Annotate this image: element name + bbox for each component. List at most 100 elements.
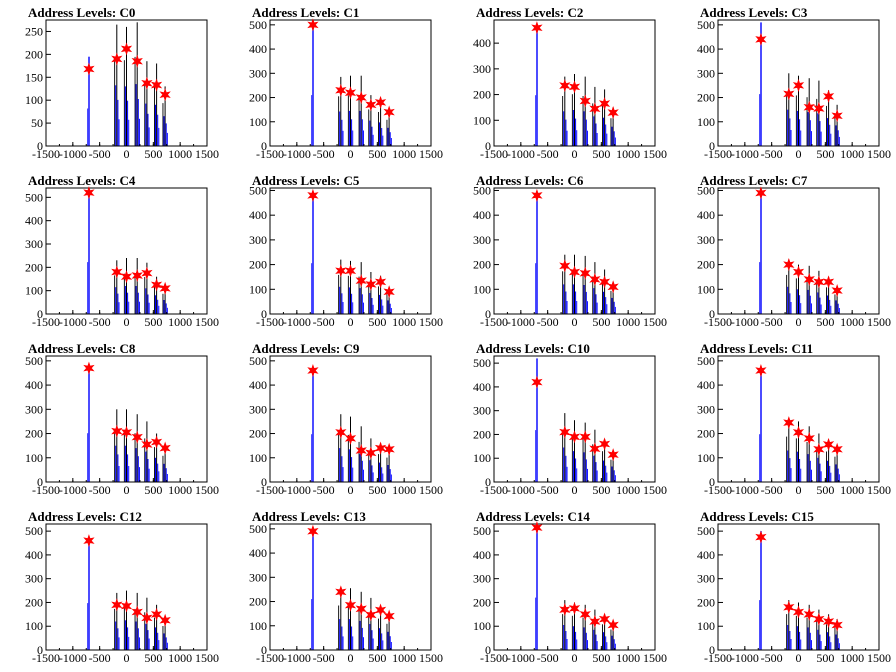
- x-tick-label: 1000: [840, 651, 864, 665]
- y-tick-label: 200: [473, 427, 491, 441]
- histogram-bar: [611, 466, 613, 482]
- x-tick-label: -1000: [731, 147, 759, 161]
- histogram-bar: [134, 608, 136, 650]
- histogram-bar: [602, 451, 603, 482]
- x-tick-label: 1500: [419, 651, 443, 665]
- histogram-bar: [592, 620, 594, 650]
- x-tick-label: -1500: [32, 147, 60, 161]
- histogram-bar: [370, 438, 372, 482]
- peak-marker: [120, 42, 133, 56]
- peak-marker: [120, 599, 133, 613]
- histogram-bar: [788, 73, 790, 146]
- x-tick-label: 1000: [840, 147, 864, 161]
- histogram-bar: [338, 605, 340, 650]
- histogram-bar: [799, 295, 801, 314]
- histogram-spike: [123, 409, 130, 482]
- x-tick-label: -1000: [731, 483, 759, 497]
- histogram-bar: [144, 277, 146, 314]
- histogram-bar: [135, 84, 137, 146]
- peak-marker: [568, 80, 581, 94]
- histogram-bar: [817, 457, 819, 482]
- histogram-bar: [139, 301, 140, 314]
- histogram-spike: [535, 525, 538, 650]
- peak-marker: [355, 443, 367, 458]
- x-tick-label: 1500: [195, 315, 219, 329]
- histogram-bar: [134, 273, 136, 314]
- histogram-bar: [816, 620, 818, 650]
- histogram-bar: [583, 111, 585, 146]
- histogram-bar: [827, 632, 828, 650]
- histogram-spike: [592, 86, 598, 146]
- histogram-bar: [158, 305, 160, 314]
- histogram-bar: [311, 599, 313, 650]
- histogram-bar: [115, 287, 117, 314]
- histogram-bar: [359, 110, 361, 146]
- histogram-spike: [338, 259, 344, 314]
- histogram-bar: [576, 639, 578, 650]
- peak-marker: [150, 435, 163, 449]
- y-tick-label: 500: [249, 18, 267, 32]
- histogram-bar: [819, 121, 821, 146]
- peak-marker: [120, 425, 133, 439]
- histogram-spike: [134, 258, 140, 314]
- histogram-bar: [360, 262, 362, 314]
- histogram-spike: [562, 76, 568, 146]
- y-tick-label: 400: [473, 208, 491, 222]
- histogram-bar: [807, 112, 809, 146]
- histogram-bar: [759, 434, 761, 482]
- histogram-spike: [368, 95, 374, 146]
- histogram-bar: [790, 468, 792, 482]
- peak-marker: [831, 109, 843, 123]
- histogram-bar: [338, 274, 340, 314]
- y-tick-label: 300: [697, 66, 715, 80]
- histogram-bar: [838, 136, 840, 146]
- histogram-bar: [352, 636, 354, 650]
- histogram-bar: [809, 632, 811, 650]
- peak-marker: [568, 265, 581, 279]
- y-tick-label: 0: [261, 307, 267, 321]
- histogram-spike: [134, 414, 140, 482]
- histogram-bar: [372, 638, 374, 650]
- histogram-bar: [830, 133, 832, 146]
- histogram-bar: [837, 638, 839, 650]
- histogram-bar: [585, 632, 587, 650]
- x-tick-label: 1000: [392, 147, 416, 161]
- chart-panel-c10: Address Levels: C10 -1500 -1000 -500 0 500 100…: [448, 336, 672, 504]
- histogram-bar: [604, 89, 606, 146]
- x-tick-label: 1500: [419, 147, 443, 161]
- histogram-bar: [606, 472, 608, 482]
- chart-panel-c8: Address Levels: C8 -1500 -1000 -500 0 500 1000…: [0, 336, 224, 504]
- histogram-spike: [571, 420, 578, 482]
- histogram-bar: [127, 100, 129, 146]
- peak-marker: [344, 598, 357, 612]
- chart-panel-c4: Address Levels: C4 -1500 -1000 -500 0 500 1000…: [0, 168, 224, 336]
- histogram-spike: [834, 446, 840, 482]
- histogram-spike: [795, 421, 802, 482]
- histogram-bar: [819, 463, 821, 482]
- y-tick-label: 0: [37, 643, 43, 657]
- histogram-spike: [786, 259, 792, 314]
- y-tick-label: 400: [25, 548, 43, 562]
- histogram-bar: [819, 634, 821, 650]
- histogram-spike: [154, 63, 160, 146]
- x-tick-label: 1500: [643, 315, 667, 329]
- histogram-spike: [358, 75, 364, 146]
- histogram-bar: [818, 609, 820, 650]
- y-tick-label: 50: [31, 116, 43, 130]
- histogram-bar: [371, 298, 373, 314]
- peak-marker: [131, 605, 143, 619]
- x-tick-label: -500: [761, 483, 783, 497]
- histogram-bar: [363, 637, 364, 650]
- histogram-bar: [811, 131, 812, 146]
- histogram-bar: [348, 449, 350, 482]
- histogram-bar: [118, 119, 120, 146]
- histogram-bar: [117, 454, 119, 482]
- x-tick-label: 500: [368, 651, 386, 665]
- x-tick-label: 1500: [643, 147, 667, 161]
- x-tick-label: -500: [89, 147, 111, 161]
- y-tick-label: 200: [249, 427, 267, 441]
- histogram-spike: [806, 265, 812, 314]
- histogram-bar: [148, 302, 150, 314]
- histogram-bar: [786, 614, 788, 650]
- histogram-bar: [594, 262, 596, 314]
